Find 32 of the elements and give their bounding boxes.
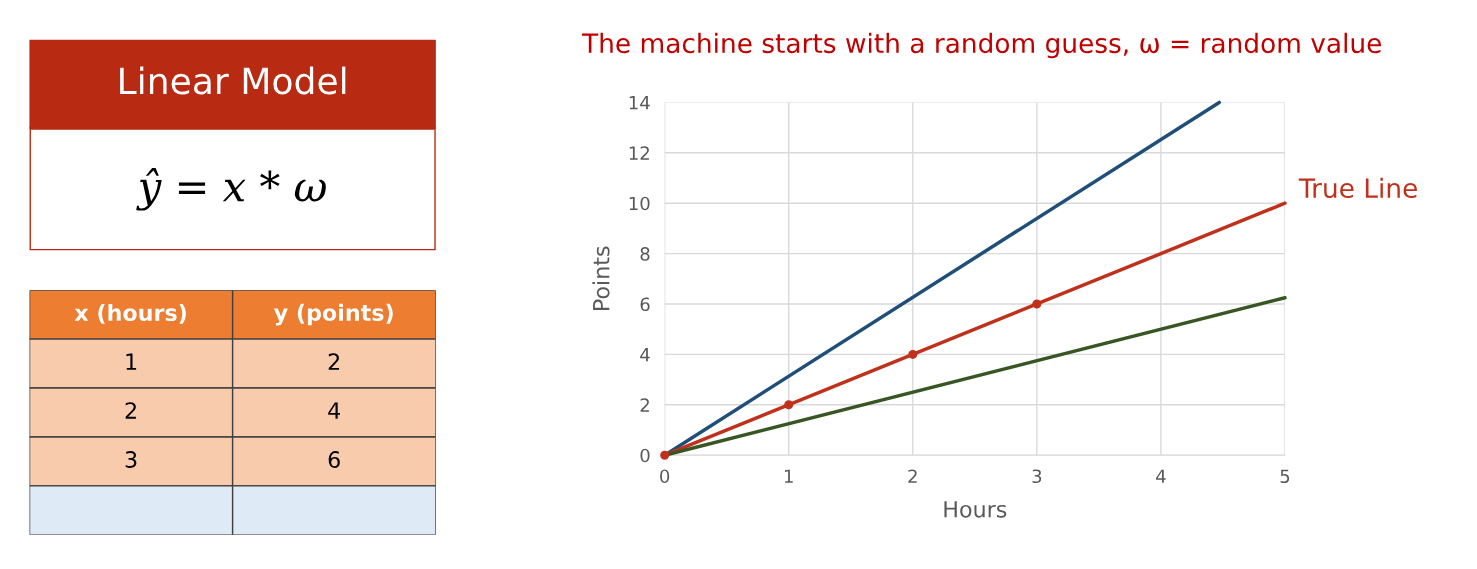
- point: [784, 400, 794, 410]
- category-label: x (hours): [74, 303, 186, 324]
- x-tick-label: 1: [784, 469, 793, 483]
- y-tick-label: 10: [629, 196, 650, 211]
- y-tick-label: 4: [640, 348, 650, 362]
- y-tick-label: 14: [629, 96, 650, 110]
- text: ŷ = x * ω: [136, 168, 326, 211]
- x-tick-label: 3: [1032, 469, 1042, 484]
- point: [1032, 299, 1042, 309]
- text: Linear Model: [120, 66, 346, 95]
- text: 3: [125, 451, 137, 468]
- y-tick-label: 0: [640, 448, 650, 463]
- chart-title: The machine starts with a random guess, ω = random value: [581, 32, 1381, 59]
- series-label: True Line: [1298, 177, 1417, 199]
- y-tick-label: 12: [629, 146, 649, 160]
- text: 2: [125, 402, 136, 419]
- text: 4: [328, 402, 340, 419]
- text: 6: [328, 451, 340, 468]
- x-tick-label: 2: [908, 469, 917, 483]
- x-axis-title: Hours: [944, 501, 1007, 518]
- point: [660, 450, 670, 460]
- text: 1: [126, 353, 137, 370]
- x-tick-label: 4: [1156, 469, 1166, 483]
- x-tick-label: 0: [660, 469, 670, 484]
- y-tick-label: 8: [640, 247, 650, 261]
- y-tick-label: 6: [640, 297, 650, 312]
- category-label: y (points): [273, 303, 393, 326]
- y-tick-label: 2: [640, 398, 649, 412]
- x-tick-label: 5: [1280, 469, 1290, 484]
- text: 2: [328, 353, 340, 370]
- point: [908, 349, 918, 359]
- y-axis-title: Points: [592, 246, 610, 310]
